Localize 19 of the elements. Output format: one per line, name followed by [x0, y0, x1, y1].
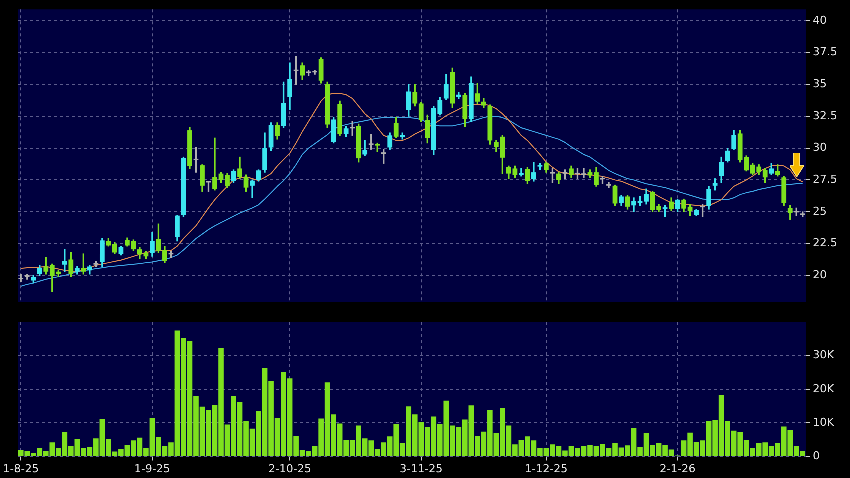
x-tick-label: 2-1-26: [660, 462, 696, 476]
y-tick-label: 22.5: [813, 236, 838, 250]
y-tick-label: 40: [813, 14, 827, 27]
y-tick-label: 37.5: [813, 46, 838, 59]
y-tick-label: 10K: [813, 416, 835, 429]
x-tick-label: 3-11-25: [400, 462, 443, 476]
y-tick-label: 30K: [813, 348, 835, 362]
y-tick-label: 27.5: [813, 173, 838, 186]
y-tick-label: 0: [813, 450, 820, 463]
x-tick-label: 1-9-25: [134, 462, 170, 476]
x-tick-label: 2-10-25: [268, 462, 312, 476]
x-tick-label: 1-12-25: [524, 462, 568, 476]
y-tick-label: 32.5: [813, 109, 838, 122]
y-tick-label: 30: [813, 141, 827, 154]
x-tick-label: 1-8-25: [3, 462, 40, 476]
y-tick-label: 25: [813, 204, 827, 218]
y-tick-label: 35: [813, 78, 827, 91]
y-tick-label: 20: [813, 268, 827, 282]
y-tick-label: 20K: [813, 382, 835, 396]
